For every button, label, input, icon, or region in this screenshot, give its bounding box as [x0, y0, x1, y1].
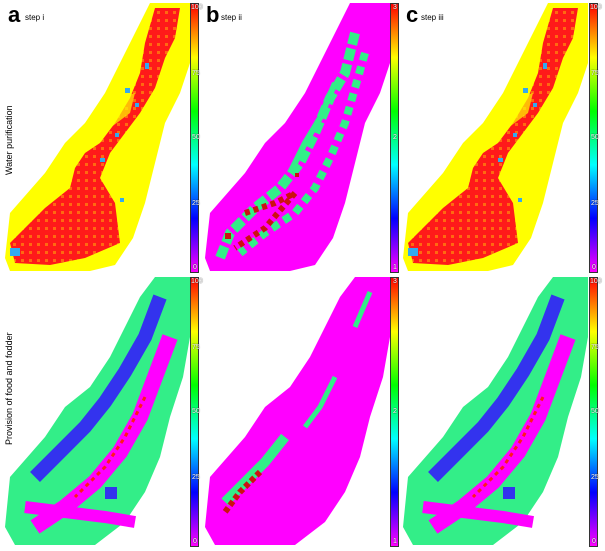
tick-c1-100: 100	[590, 4, 602, 11]
tick-c2-50: 50	[591, 408, 599, 415]
map-c-food	[403, 277, 588, 545]
tick-b1-1: 1	[393, 264, 397, 271]
map-b-food	[205, 277, 390, 545]
map-a-water	[5, 3, 190, 271]
panel-label-c: c	[406, 2, 419, 27]
tick-c2-0: 0	[592, 538, 596, 545]
colorbar-b-water	[390, 3, 399, 273]
tick-b1-3: 3	[393, 4, 397, 11]
tick-c1-75: 75	[591, 70, 599, 77]
tick-b2-3: 3	[393, 278, 397, 285]
tick-a1-25: 25	[192, 200, 200, 207]
tick-b2-2: 2	[393, 408, 397, 415]
colorbar-c-food	[589, 277, 598, 547]
colorbar-a-food	[190, 277, 199, 547]
tick-a2-25: 25	[192, 474, 200, 481]
tick-b1-2: 2	[393, 134, 397, 141]
map-b-water	[205, 3, 390, 271]
tick-c1-0: 0	[592, 264, 596, 271]
tick-c2-25: 25	[591, 474, 599, 481]
tick-a2-75: 75	[192, 344, 200, 351]
step-label-c: step iii	[421, 13, 444, 22]
step-label-b: step ii	[221, 13, 242, 22]
tick-a2-100: 100	[191, 278, 203, 285]
tick-a1-100: 100	[191, 4, 203, 11]
tick-c1-50: 50	[591, 134, 599, 141]
tick-a1-0: 0	[193, 264, 197, 271]
tick-a2-50: 50	[192, 408, 200, 415]
panel-label-b: b	[206, 2, 220, 27]
colorbar-a-water	[190, 3, 199, 273]
tick-a2-0: 0	[193, 538, 197, 545]
tick-a1-50: 50	[192, 134, 200, 141]
tick-c2-100: 100	[590, 278, 602, 285]
colorbar-c-water	[589, 3, 598, 273]
panel-label-a: a	[8, 2, 21, 27]
colorbar-b-food	[390, 277, 399, 547]
step-label-a: step i	[25, 13, 45, 22]
tick-a1-75: 75	[192, 70, 200, 77]
map-c-water	[403, 3, 588, 271]
tick-c1-25: 25	[591, 200, 599, 207]
tick-b2-1: 1	[393, 538, 397, 545]
map-a-food	[5, 277, 190, 545]
tick-c2-75: 75	[591, 344, 599, 351]
